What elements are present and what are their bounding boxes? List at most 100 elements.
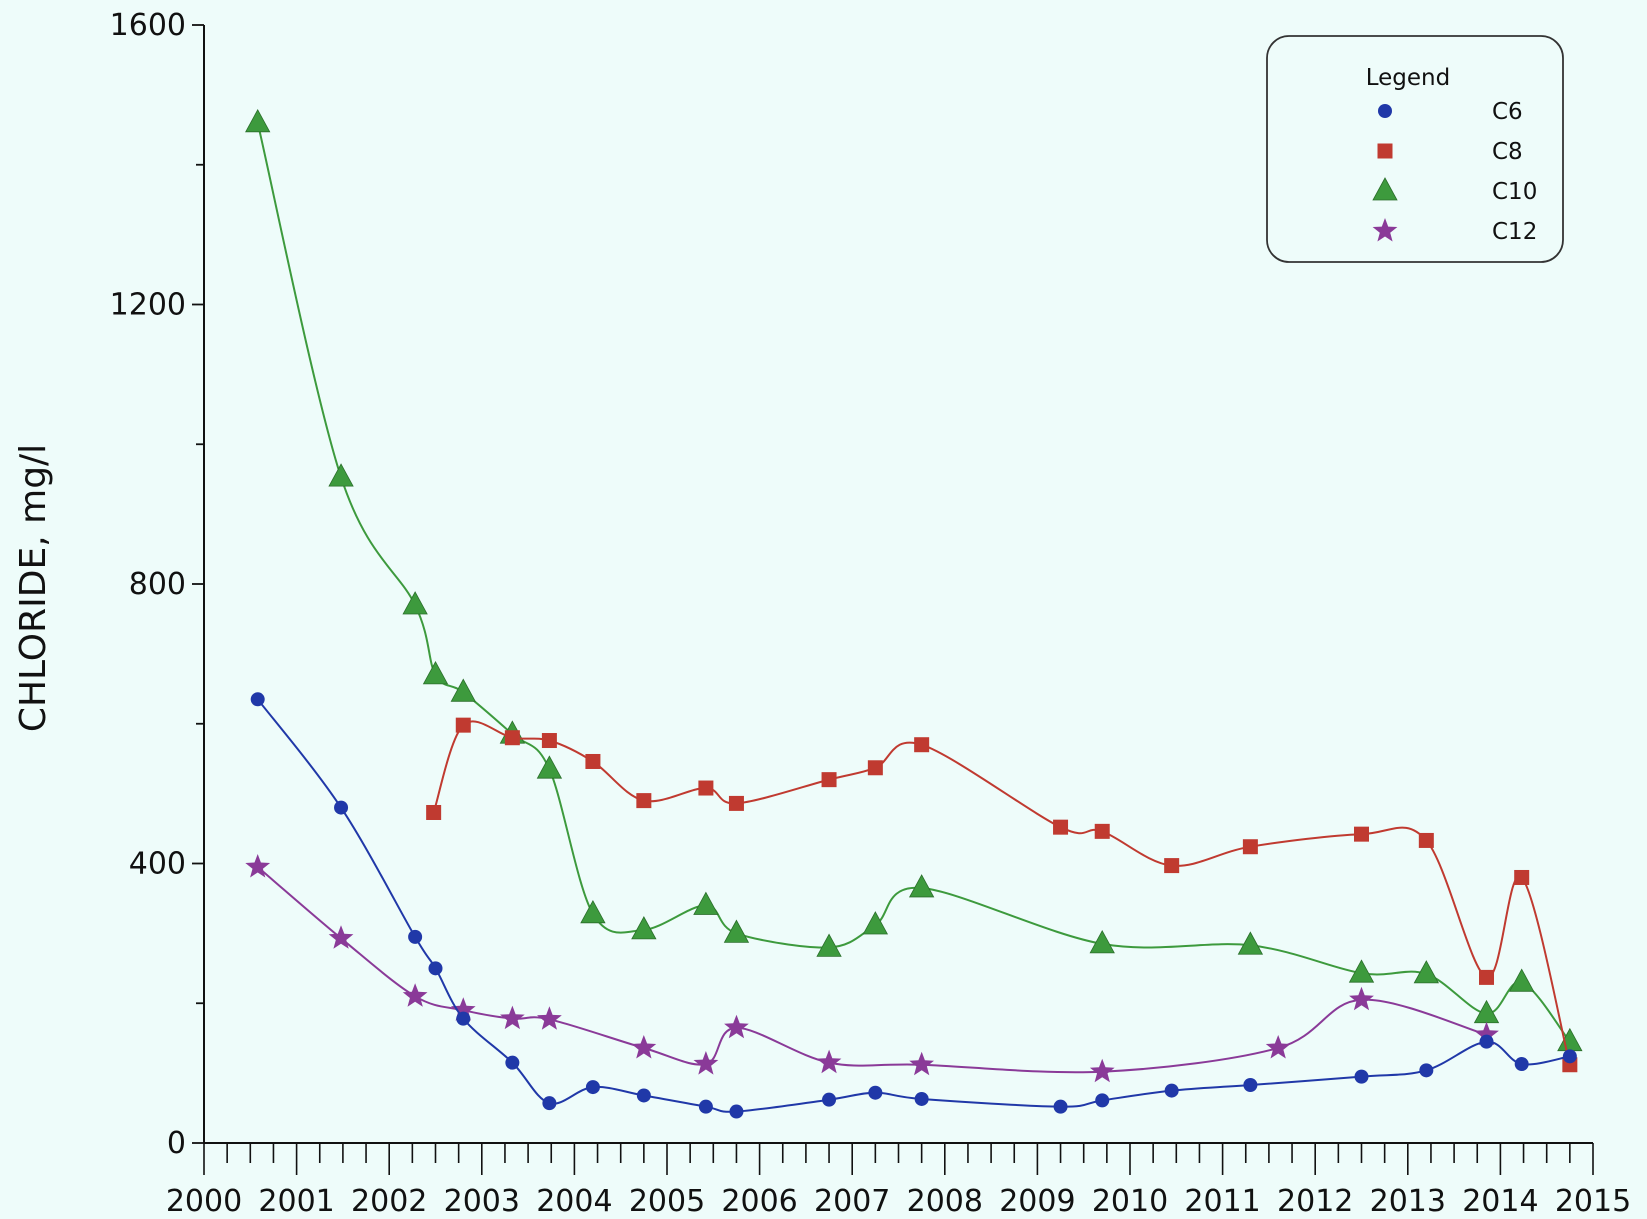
data-point-c8 xyxy=(1094,823,1110,839)
series-line-c8 xyxy=(432,720,1571,1065)
legend-marker-c10 xyxy=(1372,177,1398,201)
data-point-c12 xyxy=(1089,1058,1115,1083)
x-tick-label: 2013 xyxy=(1370,1184,1446,1219)
data-point-c6 xyxy=(868,1085,883,1100)
x-tick-label: 2012 xyxy=(1277,1184,1353,1219)
series-c12 xyxy=(245,854,1499,1083)
legend: Legend C6 C8 C10 C12 xyxy=(1266,35,1564,263)
data-point-c8 xyxy=(1164,858,1180,874)
data-point-c8 xyxy=(867,760,883,776)
data-point-c12 xyxy=(537,1006,562,1030)
data-point-c6 xyxy=(1514,1057,1529,1072)
data-point-c6 xyxy=(456,1011,471,1026)
data-point-c8 xyxy=(1354,826,1369,842)
x-tick-label: 2015 xyxy=(1555,1184,1631,1219)
data-point-c10 xyxy=(723,919,750,943)
data-point-c10 xyxy=(862,911,889,935)
axes-group: 0 400 800 1200 1600 2000 2001 2002 2003 2004 2005 2… xyxy=(110,8,1632,1219)
data-point-c8 xyxy=(698,780,714,796)
data-point-c8 xyxy=(1514,869,1530,885)
data-point-c6 xyxy=(914,1091,929,1106)
x-tick-label: 2014 xyxy=(1462,1184,1538,1219)
y-tick-label: 0 xyxy=(167,1126,186,1161)
data-point-c8 xyxy=(1053,819,1069,835)
data-point-c12 xyxy=(450,997,476,1021)
data-point-c6 xyxy=(1164,1083,1179,1098)
y-axis-title: CHLORIDE, mg/l xyxy=(13,444,54,732)
data-point-c6 xyxy=(1354,1069,1369,1084)
data-point-c12 xyxy=(500,1005,525,1030)
data-point-c6 xyxy=(585,1080,600,1095)
y-tick-label: 1200 xyxy=(110,288,186,323)
x-tick-label: 2010 xyxy=(1092,1184,1168,1219)
data-point-c12 xyxy=(328,925,354,949)
data-point-c12 xyxy=(245,854,271,878)
data-point-c12 xyxy=(1265,1035,1291,1059)
y-tick-label: 400 xyxy=(129,847,186,882)
legend-marker-c8 xyxy=(1377,143,1393,159)
series-line-c12 xyxy=(257,866,1487,1074)
legend-items: C6 C8 C10 C12 xyxy=(1372,99,1537,245)
data-point-c10 xyxy=(536,755,563,779)
data-point-c12 xyxy=(816,1049,842,1074)
data-point-c6 xyxy=(1095,1093,1110,1108)
data-point-c12 xyxy=(724,1014,749,1039)
data-point-c10 xyxy=(402,591,428,615)
data-point-c8 xyxy=(1479,969,1495,985)
legend-label: C10 xyxy=(1492,179,1537,205)
data-point-c10 xyxy=(693,891,719,915)
data-point-c10 xyxy=(450,678,476,702)
x-tick-label: 2008 xyxy=(907,1184,983,1219)
data-point-c6 xyxy=(636,1088,651,1103)
data-point-c8 xyxy=(636,793,652,809)
data-point-c10 xyxy=(580,899,606,924)
x-tick-label: 2009 xyxy=(999,1184,1075,1219)
data-point-c12 xyxy=(693,1051,719,1075)
legend-label: C12 xyxy=(1492,219,1537,245)
data-point-c10 xyxy=(422,661,449,685)
data-point-c10 xyxy=(1237,931,1264,955)
data-point-c10 xyxy=(816,933,842,957)
x-tick-label: 2011 xyxy=(1184,1184,1260,1219)
x-tick-label: 2007 xyxy=(814,1184,890,1219)
data-point-c6 xyxy=(428,961,443,976)
data-point-c6 xyxy=(1053,1099,1068,1114)
x-tick-label: 2000 xyxy=(166,1184,242,1219)
data-point-c6 xyxy=(542,1096,557,1111)
data-point-c8 xyxy=(426,804,442,820)
data-point-c6 xyxy=(698,1099,713,1114)
data-point-c10 xyxy=(1509,968,1535,992)
legend-item-c10: C10 xyxy=(1372,177,1537,205)
data-point-c6 xyxy=(822,1092,837,1107)
data-point-c6 xyxy=(250,692,265,707)
data-point-c8 xyxy=(821,772,837,788)
data-point-c6 xyxy=(1419,1063,1434,1078)
data-point-c10 xyxy=(631,916,657,940)
x-tick-label: 2006 xyxy=(721,1184,797,1219)
series-group xyxy=(245,108,1583,1119)
legend-label: C6 xyxy=(1492,99,1523,125)
data-point-c6 xyxy=(1479,1034,1494,1049)
data-point-c10 xyxy=(1348,959,1375,983)
legend-box xyxy=(1266,35,1564,263)
legend-label: C8 xyxy=(1492,139,1523,165)
x-tick-label: 2005 xyxy=(629,1184,705,1219)
data-point-c8 xyxy=(585,753,601,769)
x-tick-label: 2003 xyxy=(444,1184,520,1219)
data-point-c6 xyxy=(334,800,349,815)
data-point-c6 xyxy=(1243,1078,1258,1093)
data-point-c6 xyxy=(408,929,423,944)
legend-item-c8: C8 xyxy=(1377,139,1523,165)
data-point-c10 xyxy=(328,463,354,487)
legend-item-c12: C12 xyxy=(1372,218,1537,245)
data-point-c10 xyxy=(1413,960,1439,984)
legend-marker-c12 xyxy=(1372,218,1398,242)
data-point-c12 xyxy=(1474,1021,1499,1046)
legend-marker-c6 xyxy=(1378,104,1392,118)
y-tick-label: 1600 xyxy=(110,8,186,43)
x-tick-label: 2002 xyxy=(351,1184,427,1219)
x-tick-label: 2004 xyxy=(536,1184,612,1219)
series-c6 xyxy=(250,692,1577,1119)
data-point-c8 xyxy=(914,737,930,753)
